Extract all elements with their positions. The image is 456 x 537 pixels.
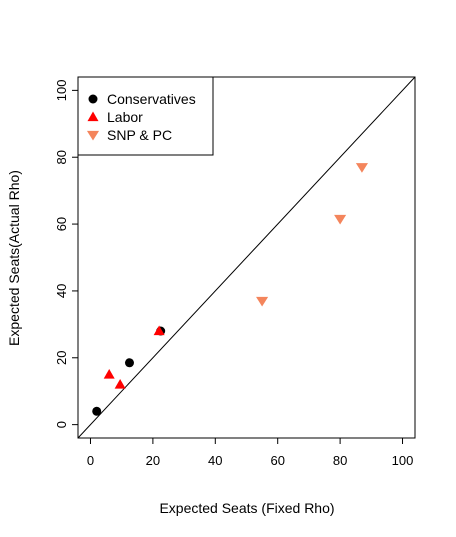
point-snp-pc: [355, 163, 369, 173]
y-tick-label: 40: [54, 284, 69, 298]
point-labor: [103, 368, 115, 379]
legend-marker-labor: [87, 111, 99, 122]
x-tick-label: 20: [146, 453, 160, 468]
x-tick-label: 60: [270, 453, 284, 468]
x-tick-label: 100: [392, 453, 414, 468]
reference-line-y-equals-x: [77, 76, 416, 439]
x-axis-label: Expected Seats (Fixed Rho): [159, 500, 334, 516]
legend-marker-snp-pc: [86, 130, 100, 141]
y-tick-label: 60: [54, 217, 69, 231]
x-tick-label: 0: [87, 453, 94, 468]
y-tick-label: 80: [54, 150, 69, 164]
y-axis-label: Expected Seats(Actual Rho): [6, 170, 22, 346]
x-tick-label: 80: [333, 453, 347, 468]
legend-label-labor: Labor: [107, 109, 143, 125]
legend: Conservatives Labor SNP & PC: [77, 76, 214, 156]
point-conservatives: [124, 358, 134, 368]
point-snp-pc: [334, 214, 347, 225]
legend-marker-conservatives: [88, 94, 98, 104]
point-labor: [153, 325, 165, 336]
plot-frame: [77, 76, 416, 439]
point-snp-pc: [256, 296, 269, 307]
data-points: [92, 163, 369, 416]
y-tick-label: 100: [54, 80, 69, 102]
point-conservatives: [92, 406, 102, 416]
y-tick-label: 0: [54, 421, 69, 428]
legend-label-conservatives: Conservatives: [107, 91, 196, 107]
legend-label-snp-pc: SNP & PC: [107, 127, 172, 143]
x-tick-label: 40: [208, 453, 222, 468]
y-tick-label: 20: [54, 351, 69, 365]
point-labor: [114, 379, 126, 389]
legend-box: [77, 76, 214, 156]
